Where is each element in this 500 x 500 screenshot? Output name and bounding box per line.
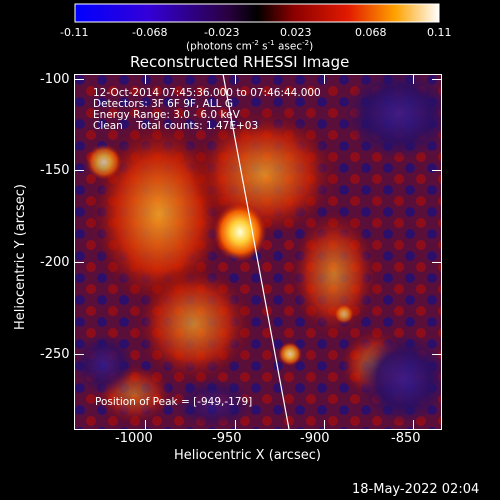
y-tick-label: -100 — [40, 72, 70, 87]
observation-time: 12-Oct-2014 07:45:36.000 to 07:46:44.000 — [93, 87, 321, 99]
rhessi-image — [74, 74, 441, 429]
x-axis-label: Heliocentric X (arcsec) — [174, 448, 321, 463]
detectors-info: Detectors: 3F 6F 9F, ALL G — [93, 98, 233, 110]
y-tick-label: -250 — [40, 347, 70, 362]
colorbar-tick-label: 0.023 — [280, 26, 312, 39]
colorbar-tick-label: -0.11 — [60, 26, 89, 39]
y-axis-label: Heliocentric Y (arcsec) — [13, 184, 28, 330]
colorbar-tick-label: -0.023 — [204, 26, 240, 39]
plot-title: Reconstructed RHESSI Image — [130, 53, 350, 71]
x-tick-label: -900 — [300, 431, 330, 446]
clean-counts-info: Clean Total counts: 1.47E+03 — [93, 120, 259, 132]
solar-limb-line — [222, 74, 290, 429]
x-tick-label: -850 — [391, 431, 421, 446]
x-tick-label: -1000 — [115, 431, 153, 446]
colorbar-tick-label: 0.11 — [427, 26, 452, 39]
footer-timestamp: 18-May-2022 02:04 — [352, 482, 480, 497]
y-tick-label: -200 — [40, 255, 70, 270]
colorbar-tick-label: 0.068 — [355, 26, 387, 39]
y-tick-label: -150 — [40, 163, 70, 178]
x-tick-label: -950 — [212, 431, 242, 446]
energy-range-info: Energy Range: 3.0 - 6.0 keV — [93, 109, 240, 121]
peak-position: Position of Peak = [-949,-179] — [95, 396, 253, 408]
colorbar — [74, 3, 440, 23]
colorbar-tick-label: -0.068 — [132, 26, 168, 39]
colorbar-units: (photons cm-2 s-1 asec-2) — [186, 39, 314, 53]
